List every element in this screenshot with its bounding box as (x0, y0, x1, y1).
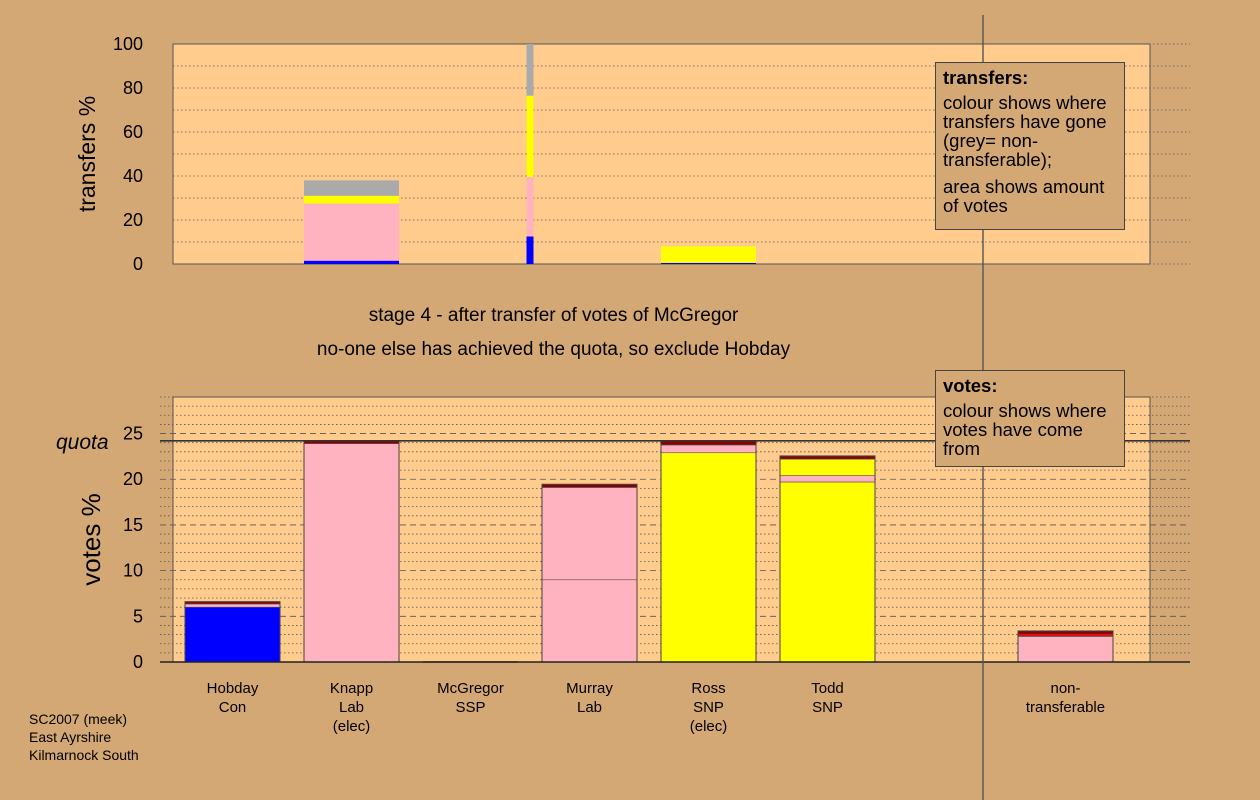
x-category-label: Hobday (207, 680, 259, 697)
transfers-legend-area-text: area shows amount of votes (943, 176, 1105, 216)
x-category-label: Con (219, 699, 247, 716)
x-category-label: SNP (693, 699, 724, 716)
x-category-label: SSP (455, 699, 485, 716)
bottom-bar-segment (1017, 636, 1114, 663)
top-y-axis-label: transfers % (74, 96, 100, 212)
quota-label: quota (56, 431, 109, 454)
x-category-label: Lab (577, 699, 602, 716)
footer: SC2007 (meek) East Ayrshire Kilmarnock S… (29, 710, 139, 764)
top-bar-segment (526, 95, 534, 178)
footer-ward: Kilmarnock South (29, 747, 139, 763)
x-category-label: Lab (339, 699, 364, 716)
top-bar-segment (304, 260, 399, 264)
top-y-tick-label: 60 (123, 122, 143, 142)
footer-election: SC2007 (meek) (29, 711, 128, 727)
top-y-tick-label: 0 (133, 254, 143, 274)
bottom-y-tick-label: 5 (133, 606, 143, 626)
x-category-label: McGregor (437, 680, 504, 697)
top-bar-segment (304, 203, 399, 261)
top-y-tick-label: 80 (123, 78, 143, 98)
x-category-label: non- (1050, 680, 1080, 697)
bottom-bar-segment (184, 603, 281, 608)
votes-legend: votes: colour shows where votes have com… (935, 370, 1125, 467)
top-y-tick-label: 20 (123, 210, 143, 230)
bottom-y-axis-label: votes % (76, 493, 106, 586)
x-category-label: (elec) (333, 718, 371, 735)
votes-legend-colour-text: colour shows where votes have come from (943, 400, 1107, 459)
top-bar-segment (526, 236, 534, 264)
bottom-y-tick-label: 25 (123, 424, 143, 444)
top-bar-segment (661, 262, 756, 264)
top-bar-segment (526, 177, 534, 237)
bottom-bar-segment (660, 452, 757, 663)
x-category-label: (elec) (690, 718, 728, 735)
bottom-y-tick-label: 0 (133, 652, 143, 672)
bottom-bar-segment (303, 443, 400, 663)
top-bar-segment (661, 246, 756, 263)
x-category-label: Ross (691, 680, 725, 697)
x-category-label: Todd (811, 680, 844, 697)
footer-council: East Ayrshire (29, 729, 112, 745)
transfers-legend: transfers: colour shows where transfers … (935, 62, 1125, 230)
top-bar-segment (304, 195, 399, 204)
top-y-tick-label: 100 (113, 34, 143, 54)
bottom-bar-segment (779, 475, 876, 483)
bottom-bar-segment (779, 481, 876, 663)
bottom-bar-segment (779, 458, 876, 476)
bottom-y-tick-label: 10 (123, 561, 143, 581)
x-category-label: transferable (1026, 699, 1105, 716)
bottom-bar-segment (660, 444, 757, 454)
bottom-bar-segment (184, 606, 281, 663)
bottom-y-tick-label: 15 (123, 515, 143, 535)
stage-subtitle: no-one else has achieved the quota, so e… (316, 339, 791, 360)
bottom-bar-segment (541, 579, 638, 663)
stage-title: stage 4 - after transfer of votes of McG… (368, 305, 739, 326)
x-category-label: SNP (812, 699, 843, 716)
x-category-label: Murray (566, 680, 613, 697)
bottom-y-tick-label: 20 (123, 469, 143, 489)
top-bar-segment (304, 180, 399, 196)
transfers-legend-colour-text: colour shows where transfers have gone (… (943, 92, 1107, 170)
top-bar-segment (526, 44, 534, 96)
votes-legend-heading: votes: (943, 375, 998, 396)
bottom-bar-segment (541, 487, 638, 581)
bottom-bar-segment (1017, 633, 1114, 637)
x-category-label: Knapp (330, 680, 373, 697)
transfers-legend-heading: transfers: (943, 67, 1029, 88)
top-y-tick-label: 40 (123, 166, 143, 186)
